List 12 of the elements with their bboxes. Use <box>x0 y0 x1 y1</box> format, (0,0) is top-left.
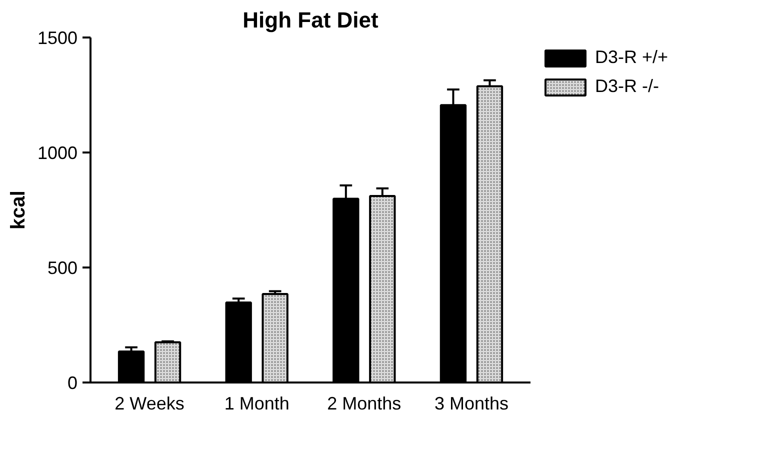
x-tick-label: 1 Month <box>224 394 290 414</box>
x-tick-label: 3 Months <box>434 394 509 414</box>
legend-label: D3-R +/+ <box>595 47 668 68</box>
y-tick-label: 500 <box>47 258 78 278</box>
chart-title: High Fat Diet <box>242 8 380 32</box>
legend-label: D3-R -/- <box>595 76 659 97</box>
y-tick-label: 1000 <box>37 143 78 163</box>
y-tick-label: 1500 <box>37 28 78 48</box>
x-tick-label: 2 Months <box>327 394 402 414</box>
y-tick-label: 0 <box>67 373 78 393</box>
y-axis-title: kcal <box>7 190 30 230</box>
x-tick-label: 2 Weeks <box>114 394 184 414</box>
